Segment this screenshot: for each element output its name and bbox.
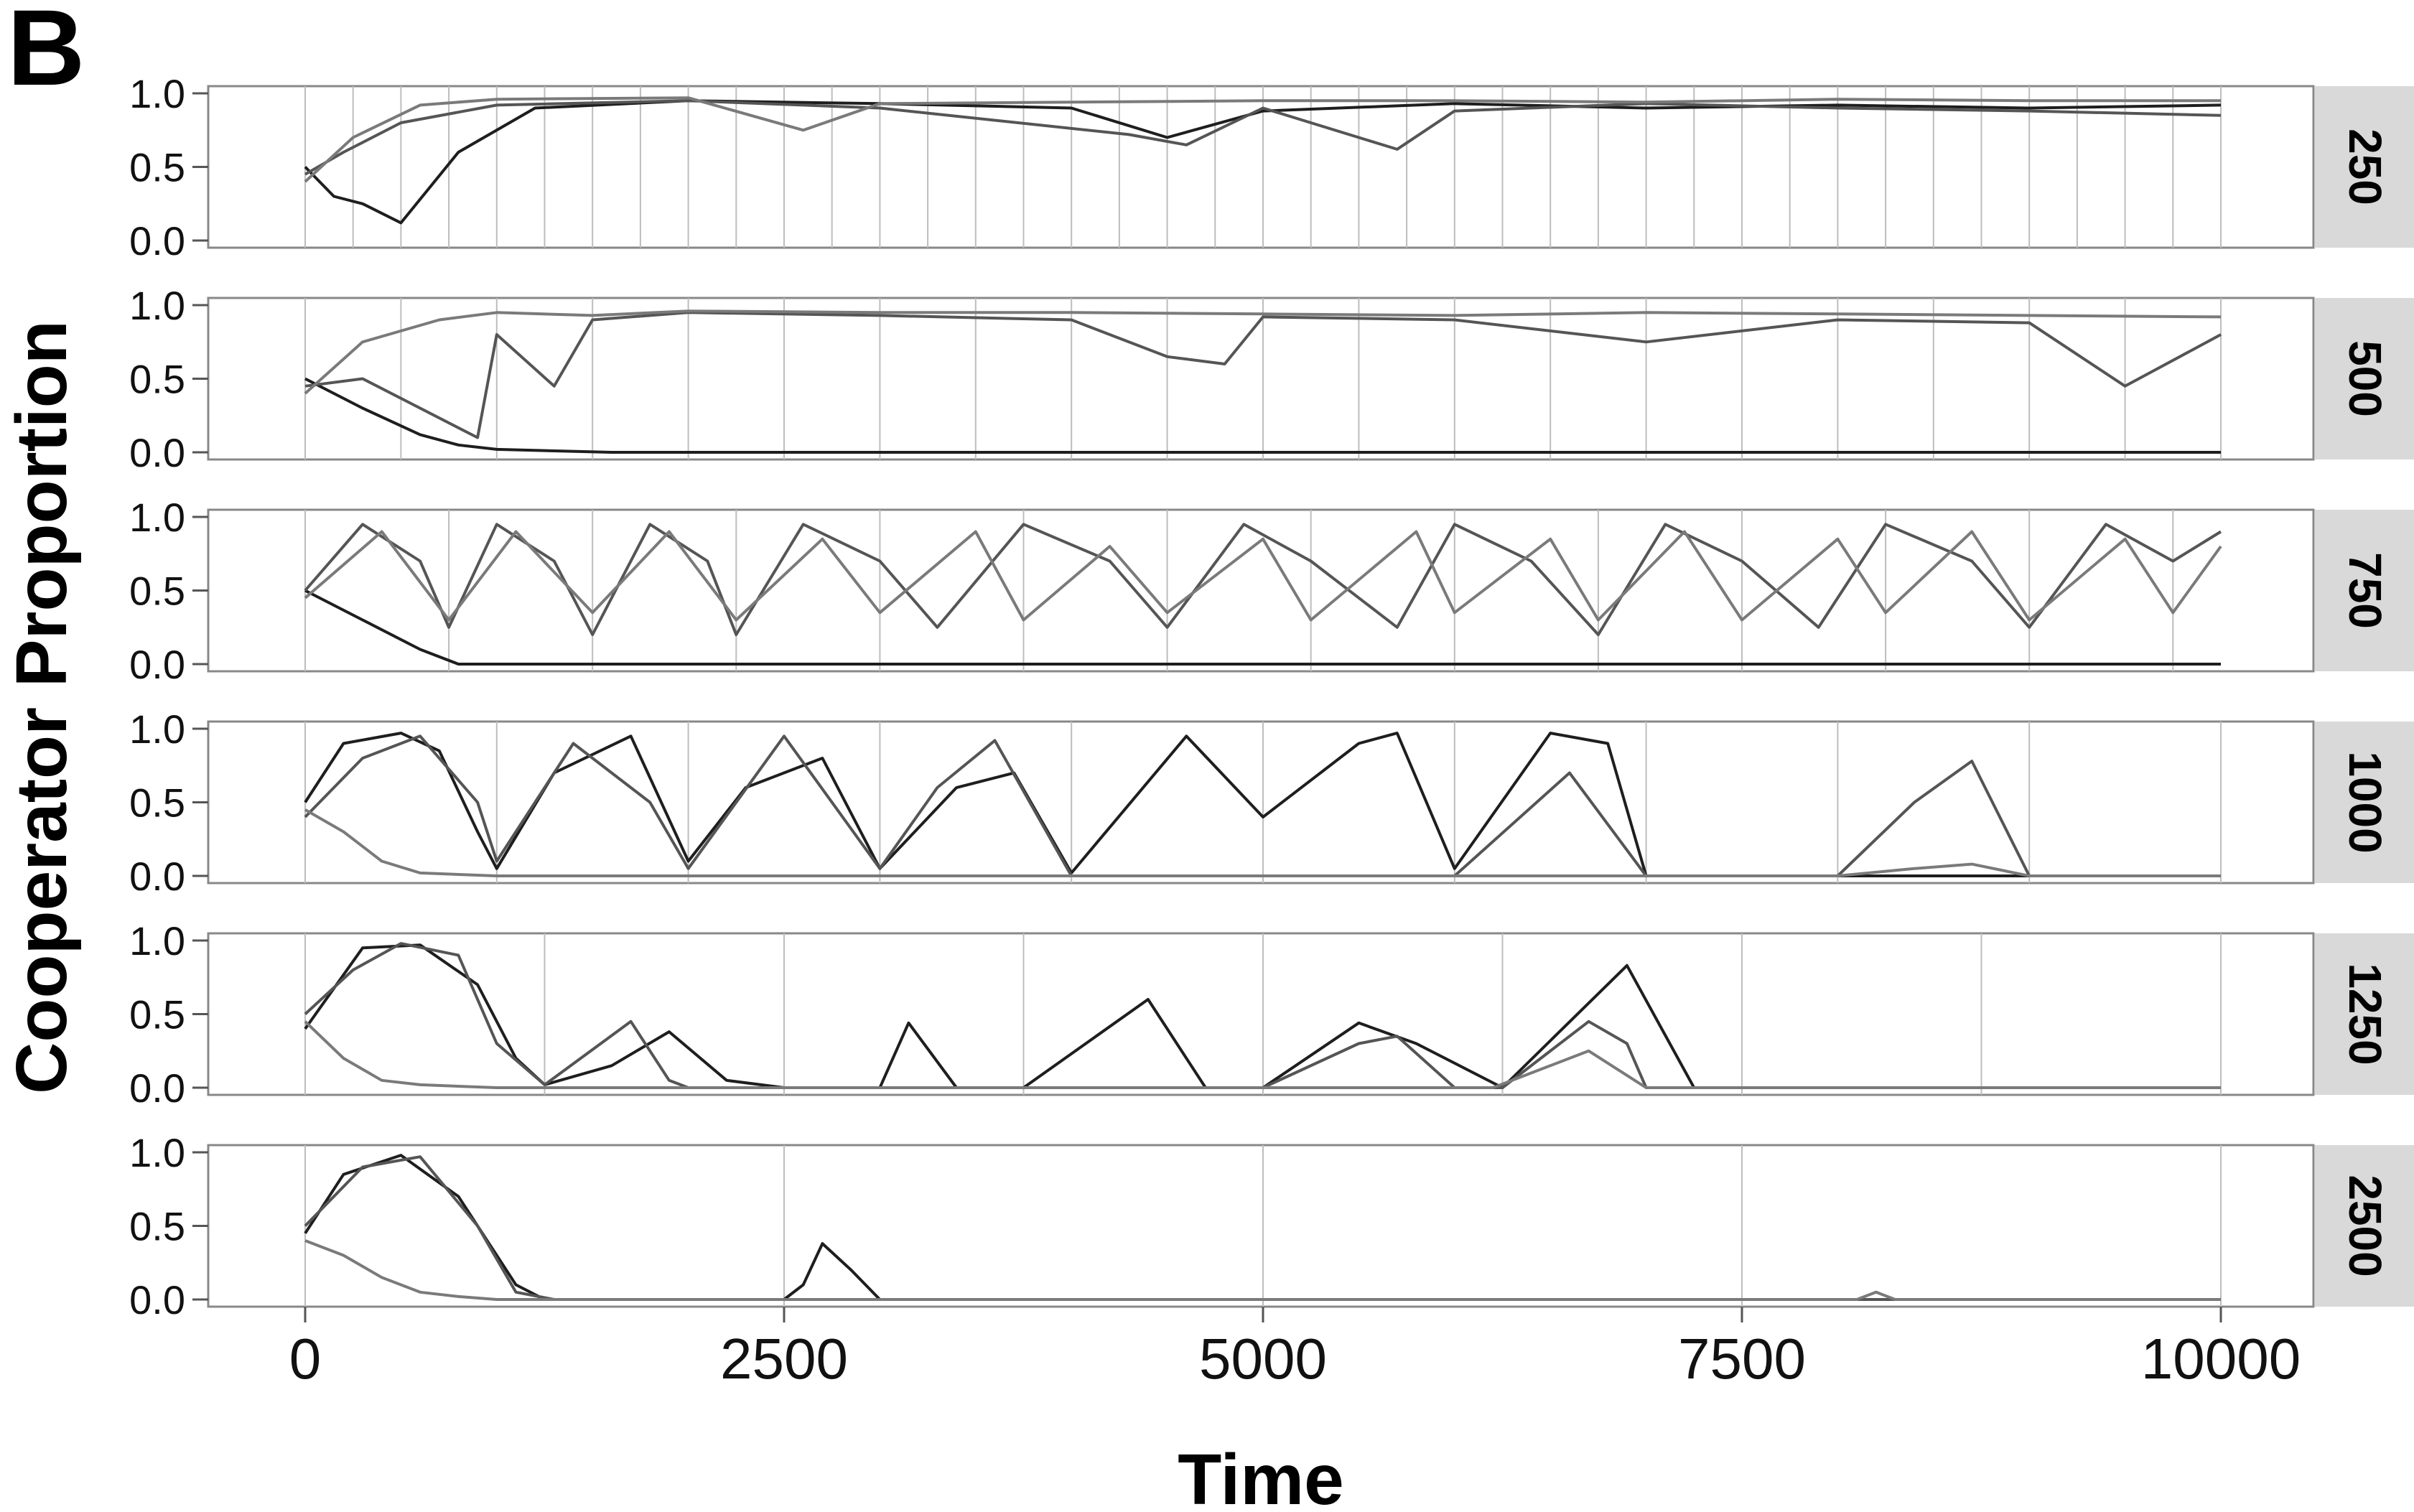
y-tick-label: 0.5 (129, 780, 185, 826)
series-line (304, 1239, 2221, 1301)
series-line (304, 99, 2222, 176)
facets-group: 0.00.51.02500.00.51.05000.00.51.07500.00… (129, 71, 2414, 1322)
y-tick-label: 0.5 (129, 569, 185, 614)
series-line (304, 808, 2221, 877)
y-tick-label: 0.5 (129, 992, 185, 1037)
series-line (304, 96, 2221, 183)
x-axis-title: Time (1178, 1439, 1344, 1512)
series-line (304, 311, 2222, 439)
facet-panel (207, 508, 2315, 673)
y-tick-label: 0.0 (129, 642, 185, 687)
facet-panel (207, 720, 2315, 885)
y-tick-label: 0.0 (129, 430, 185, 475)
x-tick-label: 5000 (1199, 1327, 1327, 1391)
facet-2500: 0.0 0.5 1.0 2500 (129, 1130, 2414, 1322)
facet-strip-label: 1250 (2339, 963, 2391, 1065)
y-tick-label: 1.0 (129, 283, 185, 328)
y-axis-title: Cooperator Proportion (1, 320, 82, 1094)
series-line (304, 523, 2222, 636)
facet-500: 0.0 0.5 1.0 500 (129, 283, 2414, 475)
y-tick-label: 1.0 (129, 71, 185, 116)
x-tick-label: 0 (289, 1327, 322, 1391)
series-line (304, 309, 2222, 395)
series-line (304, 1020, 2221, 1089)
facet-strip (2315, 1145, 2414, 1307)
y-tick-label: 0.5 (129, 145, 185, 190)
y-tick-label: 0.0 (129, 1065, 185, 1111)
x-tick-label: 2500 (720, 1327, 848, 1391)
series-line (304, 732, 2221, 877)
x-tick-label: 10000 (2141, 1327, 2301, 1391)
panel-letter: B (7, 0, 85, 108)
facet-750: 0.0 0.5 1.0 750 (129, 495, 2414, 687)
y-tick-label: 0.0 (129, 218, 185, 263)
series-line (304, 377, 2221, 454)
y-tick-label: 0.5 (129, 1204, 185, 1249)
series-line (304, 734, 2221, 877)
facet-strip (2315, 933, 2414, 1095)
y-tick-label: 1.0 (129, 918, 185, 963)
facet-250: 0.0 0.5 1.0 250 (129, 71, 2414, 263)
facet-strip-label: 750 (2339, 552, 2391, 629)
facet-strip-label: 500 (2339, 340, 2391, 417)
y-tick-label: 0.5 (129, 357, 185, 402)
y-tick-label: 0.0 (129, 854, 185, 899)
x-axis: 0 2500 5000 7500 10000 (289, 1307, 2301, 1391)
facet-strip-label: 1000 (2339, 751, 2391, 853)
y-tick-label: 1.0 (129, 1130, 185, 1175)
y-tick-label: 1.0 (129, 495, 185, 540)
facet-strip-label: 2500 (2339, 1175, 2391, 1277)
facet-panel (207, 932, 2315, 1096)
facet-panel (207, 1144, 2315, 1308)
series-line (304, 943, 2221, 1089)
facet-strip-label: 250 (2339, 129, 2391, 205)
series-line (304, 530, 2222, 622)
facet-strip (2315, 298, 2414, 459)
facet-strip (2315, 722, 2414, 883)
y-tick-label: 0.0 (129, 1277, 185, 1322)
x-tick-label: 7500 (1678, 1327, 1806, 1391)
y-tick-label: 1.0 (129, 706, 185, 752)
facet-strip (2315, 510, 2414, 671)
series-line (304, 589, 2221, 666)
facet-strip (2315, 86, 2414, 248)
facet-1250: 0.0 0.5 1.0 1250 (129, 918, 2414, 1111)
facet-1000: 0.0 0.5 1.0 1000 (129, 706, 2414, 899)
